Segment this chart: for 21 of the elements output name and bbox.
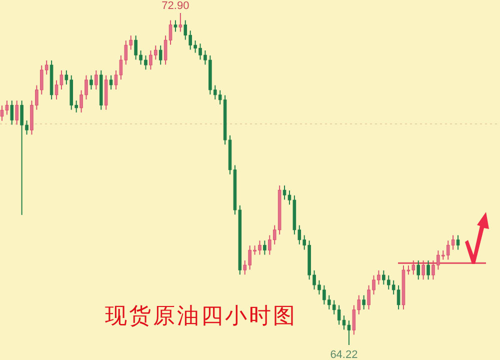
candlestick — [416, 260, 420, 280]
candlestick — [422, 260, 425, 280]
candlestick — [90, 74, 93, 90]
candlestick — [426, 260, 430, 280]
annotation: 72.90 — [162, 0, 190, 12]
candlestick — [60, 70, 64, 90]
candlestick — [174, 20, 178, 32]
candlestick — [362, 294, 366, 310]
candlestick — [456, 234, 460, 250]
candlestick — [109, 74, 113, 90]
candlestick — [94, 70, 98, 90]
candlestick — [10, 100, 14, 126]
candlestick — [15, 100, 18, 126]
text: 现货原油四小时图 — [105, 304, 297, 329]
annotation: 64.22 — [330, 349, 358, 360]
candlestick — [263, 240, 266, 256]
candlestick — [178, 12, 182, 32]
candlestick — [158, 45, 162, 66]
candlestick — [282, 185, 286, 200]
candlestick — [54, 80, 58, 100]
candlestick — [347, 320, 351, 346]
